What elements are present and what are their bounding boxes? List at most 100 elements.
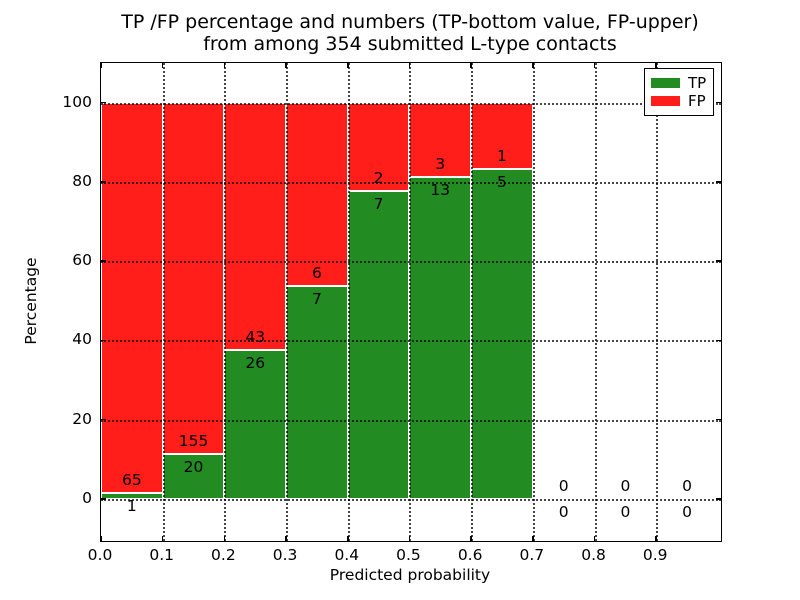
x-tick-mark	[100, 536, 102, 541]
y-tick-label: 0	[82, 488, 92, 507]
bar-segment-tp	[409, 176, 472, 499]
y-tick-mark	[101, 101, 106, 104]
fp-legend-swatch-icon	[651, 96, 680, 106]
tp-count-label: 1	[126, 496, 137, 515]
x-tick-mark	[655, 63, 657, 68]
x-tick-mark	[470, 536, 472, 541]
v-gridline	[224, 63, 227, 541]
bar-segment-tp	[471, 168, 533, 499]
x-tick-label: 0.9	[642, 546, 668, 564]
x-tick-mark	[223, 63, 226, 68]
fp-count-label: 0	[558, 476, 569, 495]
y-tick-mark	[716, 101, 721, 104]
y-tick-mark	[101, 418, 106, 421]
y-tick-mark	[101, 498, 106, 500]
v-gridline	[162, 63, 165, 541]
x-tick-mark	[532, 536, 534, 541]
bar-segment-tp	[224, 349, 287, 499]
x-tick-label: 0.2	[211, 546, 236, 564]
x-tick-mark	[408, 63, 411, 68]
v-gridline	[286, 63, 289, 541]
v-gridline	[594, 63, 597, 541]
x-tick-mark	[100, 63, 102, 68]
x-tick-mark	[593, 63, 596, 68]
y-tick-label: 60	[72, 251, 92, 270]
fp-count-label: 6	[311, 263, 322, 282]
tp-count-label: 13	[430, 180, 451, 199]
fp-count-label: 155	[178, 431, 209, 450]
tp-count-label: 20	[183, 457, 204, 476]
x-tick-label: 0.1	[149, 546, 175, 564]
chart-title-line1: TP /FP percentage and numbers (TP-bottom…	[121, 11, 699, 33]
x-tick-label: 0.8	[581, 546, 606, 564]
bar-segment-fp	[224, 102, 287, 350]
x-tick-label: 0.3	[272, 546, 298, 564]
fp-count-label: 65	[121, 470, 142, 489]
bar-segment-tp	[101, 492, 163, 499]
fp-count-label: 1	[497, 146, 507, 165]
bar-segment-fp	[471, 102, 533, 169]
y-axis-label: Percentage	[22, 257, 40, 345]
bar-segment-fp	[162, 102, 225, 454]
v-gridline	[471, 63, 474, 541]
x-tick-mark	[285, 536, 287, 541]
v-gridline	[656, 63, 659, 541]
x-tick-mark	[223, 536, 226, 541]
x-tick-label: 0.4	[334, 546, 360, 564]
x-tick-label: 0.7	[519, 546, 545, 564]
x-tick-mark	[408, 536, 411, 541]
fp-count-label: 3	[435, 154, 446, 173]
x-tick-mark	[285, 63, 287, 68]
fp-count-label: 0	[682, 476, 692, 495]
tp-count-label: 7	[373, 194, 384, 213]
y-tick-mark	[101, 181, 106, 183]
x-tick-mark	[532, 63, 534, 68]
y-tick-mark	[716, 418, 721, 421]
y-tick-mark	[101, 339, 106, 342]
y-tick-label: 40	[72, 330, 92, 349]
chart-title: TP /FP percentage and numbers (TP-bottom…	[20, 11, 800, 55]
x-tick-label: 0.6	[457, 546, 483, 564]
x-tick-mark	[655, 536, 657, 541]
fp-count-label: 2	[373, 168, 384, 187]
chart-title-line2: from among 354 submitted L-type contacts	[203, 33, 617, 55]
bar-segment-fp	[101, 102, 163, 493]
x-tick-mark	[347, 536, 349, 541]
tp-count-label: 5	[497, 172, 507, 191]
y-tick-label: 80	[72, 171, 92, 190]
v-gridline	[409, 63, 412, 541]
y-tick-mark	[101, 260, 106, 262]
legend-entry: FP	[651, 92, 713, 110]
tp-count-label: 0	[620, 502, 631, 521]
tp-count-label: 26	[245, 353, 266, 372]
x-tick-mark	[470, 63, 472, 68]
v-gridline	[532, 63, 535, 541]
x-tick-mark	[161, 63, 164, 68]
x-tick-label: 0.5	[396, 546, 421, 564]
fp-count-label: 43	[245, 327, 266, 346]
legend-entry: TP	[651, 74, 713, 92]
x-tick-mark	[347, 63, 349, 68]
tp-count-label: 0	[558, 502, 569, 521]
tp-legend-swatch-icon	[651, 78, 680, 88]
y-tick-mark	[716, 498, 721, 500]
y-tick-mark	[716, 260, 721, 262]
legend-label: TP	[688, 74, 707, 92]
legend-label: FP	[688, 92, 706, 110]
tp-count-label: 7	[311, 289, 322, 308]
y-tick-mark	[716, 339, 721, 342]
y-tick-label: 100	[62, 92, 92, 111]
v-gridline	[347, 63, 350, 541]
bar-segment-tp	[162, 453, 225, 499]
legend: TP FP	[644, 68, 714, 116]
fp-count-label: 0	[620, 476, 631, 495]
bar-segment-fp	[286, 102, 348, 286]
x-tick-mark	[161, 536, 164, 541]
bar-segment-tp	[286, 285, 348, 499]
y-tick-label: 20	[72, 409, 92, 428]
x-tick-label: 0.0	[87, 546, 113, 564]
y-tick-mark	[716, 181, 721, 183]
bar-segment-tp	[347, 190, 410, 499]
x-axis-label: Predicted probability	[329, 566, 491, 584]
